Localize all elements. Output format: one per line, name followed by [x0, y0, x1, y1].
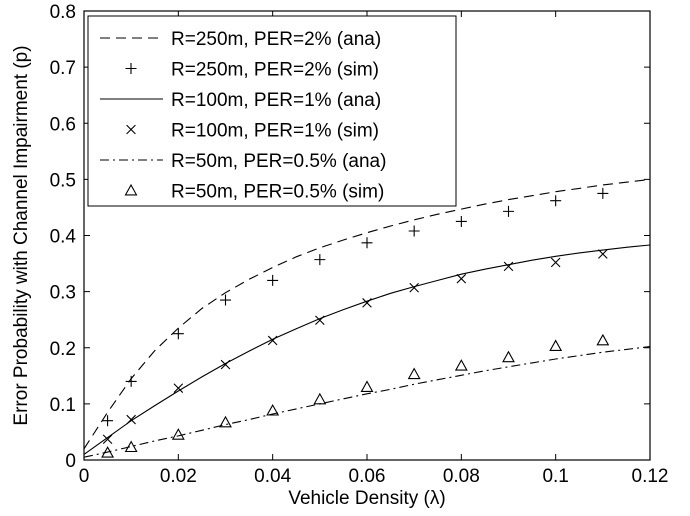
data-point	[362, 298, 372, 308]
legend-label: R=250m, PER=2% (sim)	[171, 60, 379, 81]
legend-label: R=50m, PER=0.5% (ana)	[171, 151, 386, 172]
y-tick-label: 0.8	[50, 2, 76, 23]
x-tick-label: 0.1	[542, 466, 568, 487]
data-point	[173, 383, 184, 393]
data-point	[267, 335, 278, 346]
data-point	[220, 359, 231, 370]
legend-box	[87, 15, 457, 207]
data-point	[550, 257, 561, 268]
legend-item: R=50m, PER=0.5% (sim)	[124, 182, 384, 203]
data-point	[361, 237, 373, 249]
series-4	[83, 346, 651, 458]
data-point	[220, 294, 231, 306]
legend-item: R=100m, PER=1% (ana)	[100, 90, 381, 111]
series-line	[83, 346, 651, 458]
legend-marker	[124, 183, 138, 196]
legend-label: R=100m, PER=1% (ana)	[171, 90, 381, 111]
series-1	[102, 187, 609, 427]
series-0	[83, 178, 651, 450]
data-point	[503, 205, 514, 217]
data-point	[407, 367, 421, 380]
data-point	[267, 274, 279, 286]
series-line	[83, 244, 651, 455]
data-point	[596, 333, 610, 346]
data-point	[598, 249, 608, 259]
data-point	[503, 261, 514, 272]
x-axis-label: Vehicle Density (λ)	[288, 488, 445, 509]
data-point	[597, 187, 609, 199]
data-point	[124, 440, 138, 453]
y-tick-label: 0.4	[50, 227, 77, 248]
legend-label: R=100m, PER=1% (sim)	[171, 121, 379, 142]
data-point	[313, 392, 327, 405]
data-point	[172, 328, 184, 340]
data-point	[408, 225, 420, 237]
y-tick-label: 0.1	[50, 395, 76, 416]
x-tick-label: 0.04	[254, 466, 291, 487]
legend-marker	[125, 63, 137, 74]
y-tick-label: 0.7	[50, 58, 76, 79]
series-2	[83, 244, 651, 455]
x-tick-label: 0.06	[349, 466, 386, 487]
data-point	[125, 375, 137, 387]
data-point	[409, 282, 419, 293]
data-point	[219, 415, 232, 428]
legend-label: R=50m, PER=0.5% (sim)	[171, 182, 384, 203]
chart-marks	[83, 178, 651, 458]
series-3	[102, 249, 608, 445]
legend-item: R=250m, PER=2% (sim)	[125, 60, 379, 81]
data-point	[550, 195, 562, 207]
y-tick-label: 0.2	[50, 339, 76, 360]
data-point	[102, 434, 113, 445]
x-tick-label: 0.12	[632, 466, 669, 487]
y-tick-label: 0.3	[50, 283, 76, 304]
y-tick-label: 0.6	[50, 114, 76, 135]
data-point	[360, 380, 374, 392]
x-tick-label: 0	[79, 466, 90, 487]
y-tick-label: 0.5	[50, 170, 76, 191]
x-tick-label: 0.02	[160, 466, 197, 487]
data-point	[315, 315, 325, 326]
data-point	[549, 339, 563, 352]
series-line	[83, 178, 651, 450]
data-point	[454, 359, 468, 371]
x-tick-label: 0.08	[443, 466, 480, 487]
data-point	[126, 414, 136, 425]
data-point	[171, 428, 185, 440]
data-point	[455, 215, 467, 227]
data-point	[502, 350, 515, 363]
axis-ticks: 0 0.02 0.04 0.06 0.08 0.1 0.12 0 0.1 0.2 0.3 0.4 0.5…	[50, 2, 669, 487]
legend: R=250m, PER=2% (ana) R=250m, PER=2% (sim)…	[87, 15, 457, 207]
y-axis-label: Error Probability with Channel Impairmen…	[11, 45, 32, 425]
y-tick-label: 0	[65, 451, 76, 472]
data-point	[456, 273, 467, 284]
data-point	[266, 403, 280, 416]
data-point	[101, 446, 115, 458]
data-point	[314, 254, 326, 266]
legend-marker	[126, 124, 136, 135]
legend-item: R=250m, PER=2% (ana)	[100, 29, 381, 50]
legend-item: R=100m, PER=1% (sim)	[126, 121, 379, 142]
data-point	[102, 415, 114, 427]
legend-label: R=250m, PER=2% (ana)	[171, 29, 381, 50]
legend-item: R=50m, PER=0.5% (ana)	[100, 151, 386, 172]
series-5	[101, 333, 610, 458]
